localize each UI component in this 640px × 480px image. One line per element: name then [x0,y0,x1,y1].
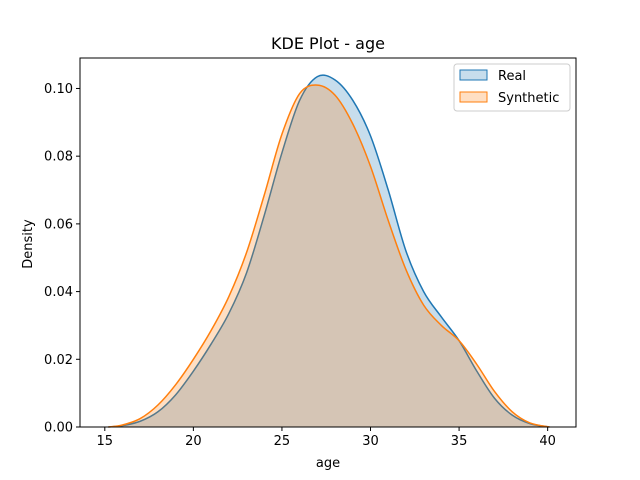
y-axis-label: Density [21,219,36,269]
density-area-synthetic [108,85,550,428]
x-tick-label: 30 [362,434,379,449]
x-axis-label: age [316,456,340,471]
legend-label-real: Real [498,69,526,84]
x-tick-label: 25 [274,434,291,449]
legend-swatch-synthetic [459,91,488,103]
legend-swatch-real [459,69,488,81]
legend-box [453,63,571,112]
density-line-real [108,74,550,428]
y-tick-label: 0.08 [44,150,73,165]
x-tick-label: 20 [185,434,202,449]
y-tick-label: 0.10 [44,82,73,97]
y-tick-label: 0.06 [44,217,73,232]
plot-area [108,74,550,428]
y-tick-label: 0.04 [44,285,73,300]
chart-title: KDE Plot - age [271,34,385,53]
x-tick-label: 40 [539,434,556,449]
legend-label-synthetic: Synthetic [498,91,559,106]
x-axis: 15 20 25 30 35 40 [97,427,556,449]
legend: Real Synthetic [453,63,571,112]
x-tick-label: 15 [97,434,114,449]
density-line-synthetic [108,84,550,428]
y-tick-label: 0.00 [44,421,73,436]
density-area-real [108,75,550,427]
y-axis: 0.00 0.02 0.04 0.06 0.08 0.10 [44,82,80,436]
x-tick-label: 35 [451,434,468,449]
y-tick-label: 0.02 [44,353,73,368]
plot-frame [79,57,577,428]
